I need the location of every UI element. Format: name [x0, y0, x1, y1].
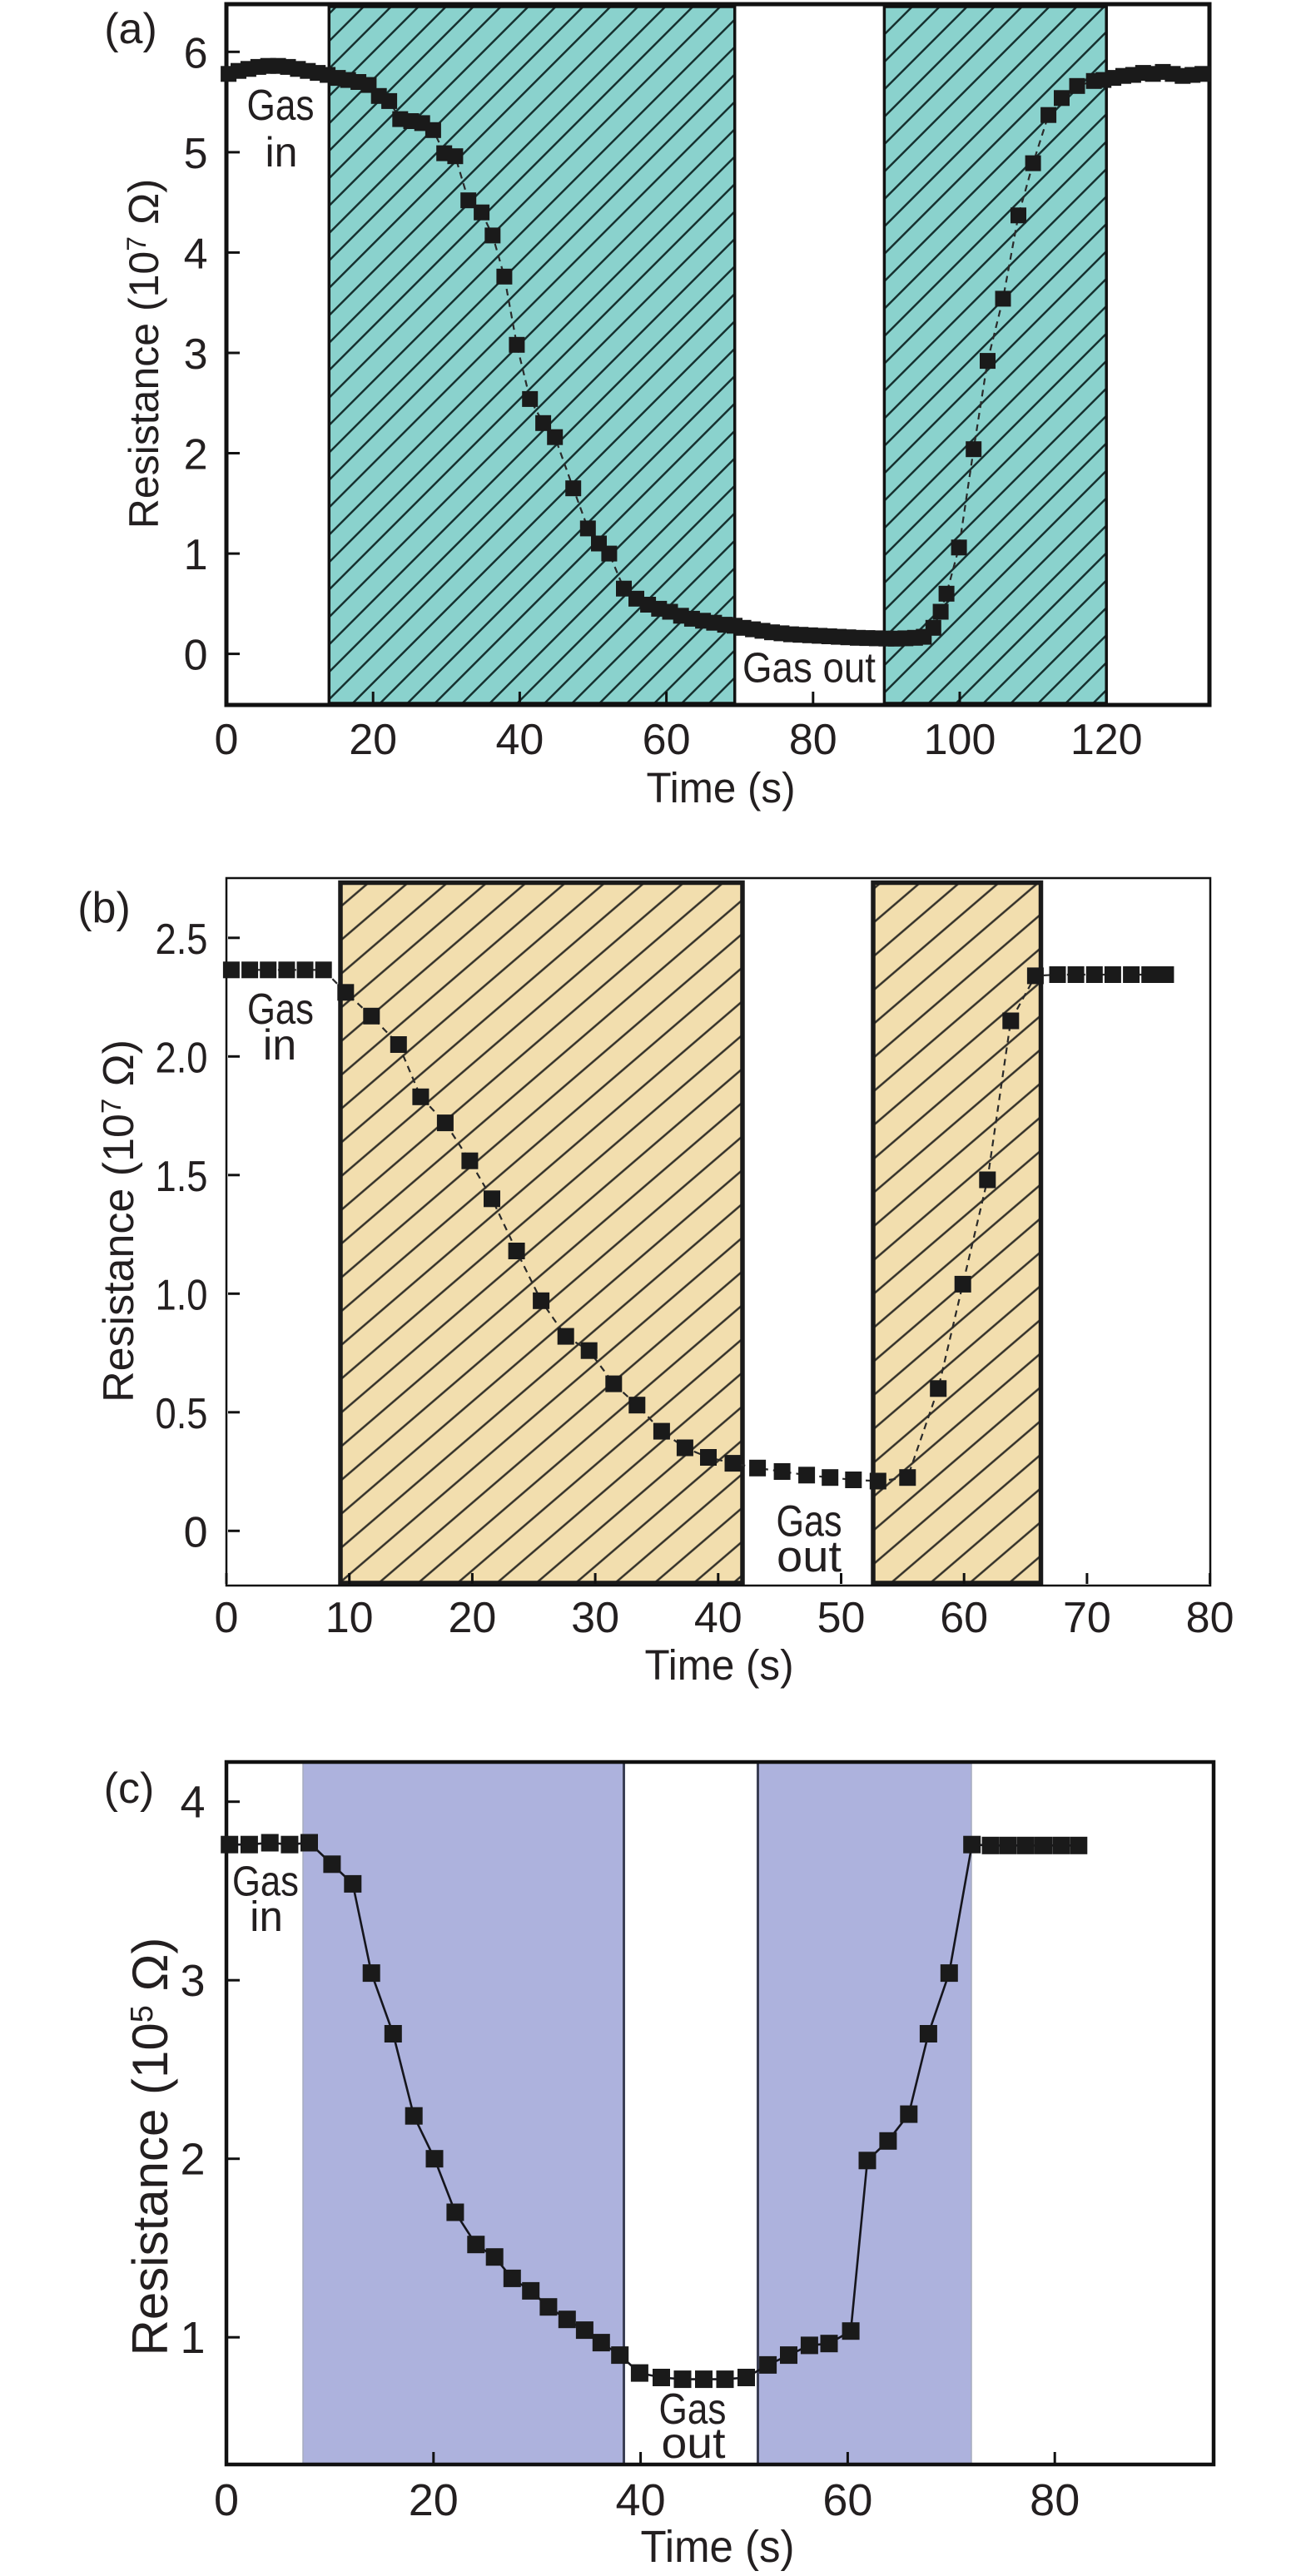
svg-text:2: 2 [180, 2135, 205, 2185]
svg-text:60: 60 [940, 1594, 988, 1642]
svg-text:40: 40 [495, 716, 544, 764]
svg-text:40: 40 [616, 2475, 666, 2525]
svg-text:Gas: Gas [659, 2385, 727, 2434]
svg-text:(b): (b) [77, 884, 131, 932]
svg-text:(a): (a) [104, 5, 157, 53]
svg-text:20: 20 [349, 716, 397, 764]
svg-text:Time (s): Time (s) [641, 2522, 795, 2572]
svg-text:Resistance (105 Ω): Resistance (105 Ω) [122, 1938, 178, 2356]
svg-text:2.5: 2.5 [156, 916, 208, 964]
svg-text:2: 2 [184, 431, 208, 479]
svg-text:0: 0 [214, 2475, 239, 2525]
svg-text:80: 80 [1186, 1594, 1234, 1642]
svg-text:in: in [263, 1021, 296, 1070]
svg-text:60: 60 [822, 2475, 872, 2525]
svg-text:(c): (c) [104, 1764, 155, 1813]
svg-text:0: 0 [184, 1508, 208, 1556]
svg-text:2.0: 2.0 [156, 1034, 208, 1082]
svg-text:1: 1 [184, 531, 208, 579]
svg-text:4: 4 [184, 230, 208, 278]
svg-text:Time (s): Time (s) [645, 1641, 794, 1689]
svg-text:6: 6 [184, 29, 208, 77]
svg-text:4: 4 [180, 1778, 205, 1828]
svg-text:5: 5 [184, 130, 208, 178]
svg-text:0: 0 [215, 716, 239, 764]
svg-text:3: 3 [180, 1956, 205, 2006]
svg-text:3: 3 [184, 330, 208, 379]
svg-text:1.0: 1.0 [156, 1271, 208, 1319]
svg-text:0.5: 0.5 [156, 1390, 208, 1438]
svg-text:Gas out: Gas out [742, 644, 876, 692]
svg-text:100: 100 [924, 716, 996, 764]
svg-text:20: 20 [409, 2475, 459, 2525]
svg-text:0: 0 [215, 1594, 239, 1642]
svg-text:0: 0 [184, 632, 208, 680]
svg-text:Gas: Gas [247, 82, 315, 130]
svg-text:Gas: Gas [777, 1497, 842, 1546]
svg-text:1: 1 [180, 2313, 205, 2363]
svg-text:50: 50 [817, 1594, 866, 1642]
svg-text:out: out [777, 1532, 842, 1581]
svg-text:60: 60 [643, 716, 691, 764]
svg-text:10: 10 [325, 1594, 374, 1642]
svg-text:40: 40 [694, 1594, 742, 1642]
svg-text:Resistance (107 Ω): Resistance (107 Ω) [120, 179, 167, 529]
svg-text:in: in [266, 129, 298, 176]
svg-text:80: 80 [1030, 2475, 1080, 2525]
svg-text:out: out [662, 2420, 727, 2468]
svg-text:1.5: 1.5 [156, 1153, 208, 1201]
svg-text:20: 20 [448, 1594, 496, 1642]
svg-text:30: 30 [571, 1594, 619, 1642]
svg-text:Time (s): Time (s) [647, 764, 796, 812]
svg-text:in: in [250, 1893, 283, 1940]
svg-text:Gas: Gas [232, 1858, 299, 1905]
svg-text:Gas: Gas [247, 985, 314, 1034]
svg-text:80: 80 [789, 716, 837, 764]
svg-text:70: 70 [1063, 1594, 1111, 1642]
svg-text:120: 120 [1070, 716, 1143, 764]
svg-text:Resistance (107 Ω): Resistance (107 Ω) [95, 1040, 143, 1402]
